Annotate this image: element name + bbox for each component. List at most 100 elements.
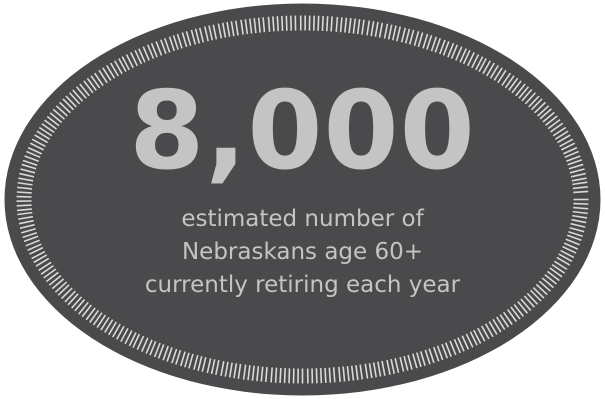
ring-tick <box>150 42 158 58</box>
ring-tick <box>48 274 62 286</box>
ring-tick <box>518 86 530 99</box>
ring-tick <box>412 353 418 369</box>
ring-tick <box>24 155 39 163</box>
ring-tick <box>98 69 108 84</box>
ring-tick <box>17 215 34 220</box>
ring-tick <box>121 56 130 71</box>
ring-tick <box>46 115 60 127</box>
ring-tick <box>153 342 161 358</box>
ring-tick <box>102 67 112 81</box>
ring-tick <box>130 52 139 67</box>
ring-tick <box>71 296 83 309</box>
ring-tick <box>544 274 558 285</box>
ring-tick <box>535 283 548 296</box>
ring-tick <box>166 347 173 362</box>
badge-background <box>4 3 601 396</box>
ring-tick <box>386 359 391 375</box>
ring-tick <box>22 159 38 167</box>
ring-tick <box>335 16 339 32</box>
ring-tick <box>108 321 118 336</box>
ring-tick <box>172 35 179 50</box>
ring-tick <box>569 168 585 174</box>
ring-tick <box>342 366 346 382</box>
ring-tick <box>439 39 446 55</box>
ring-tick <box>19 172 35 178</box>
ring-tick <box>262 17 266 33</box>
ring-tick <box>168 36 176 52</box>
ring-tick <box>459 48 467 63</box>
ring-tick <box>534 101 546 114</box>
ring-tick <box>244 19 249 35</box>
ring-tick <box>457 337 465 352</box>
ring-tick <box>552 126 567 137</box>
ring-tick <box>228 362 233 378</box>
ring-tick <box>520 298 532 311</box>
ring-tick <box>260 366 264 382</box>
ring-tick <box>332 367 336 383</box>
ring-tick <box>22 231 38 239</box>
ring-tick <box>499 314 510 328</box>
ring-tick <box>489 64 499 79</box>
ring-tick <box>541 277 555 289</box>
ring-tick <box>201 357 207 373</box>
ring-tick <box>206 358 212 374</box>
ring-tick <box>198 27 205 43</box>
ring-tick <box>64 290 76 303</box>
ring-tick <box>356 19 361 35</box>
ring-tick <box>21 163 37 170</box>
ring-tick <box>145 339 153 354</box>
ring-tick <box>551 264 566 274</box>
ring-tick <box>72 89 84 102</box>
ring-tick <box>488 321 498 335</box>
ring-tick <box>141 337 149 353</box>
ring-tick <box>572 181 588 186</box>
ring-tick <box>568 230 583 238</box>
ring-tick <box>449 340 457 356</box>
ring-tick <box>74 298 86 312</box>
ring-tick <box>257 17 261 33</box>
ring-tick <box>364 363 369 379</box>
ring-tick <box>504 75 515 89</box>
ring-tick <box>17 186 33 190</box>
ring-tick <box>162 345 169 361</box>
ring-tick <box>537 105 550 117</box>
ring-tick <box>352 18 357 34</box>
ring-tick <box>545 115 558 126</box>
ring-tick <box>493 67 503 81</box>
ring-tick <box>404 28 411 44</box>
ring-tick <box>79 83 90 97</box>
ring-tick <box>106 64 116 79</box>
ring-tick <box>221 22 227 38</box>
ring-tick <box>190 29 197 45</box>
ring-tick <box>43 268 57 279</box>
ring-tick <box>248 18 253 34</box>
ring-tick <box>478 58 487 73</box>
caption-line-3: currently retiring each year <box>144 272 461 298</box>
ring-tick <box>572 214 588 219</box>
ring-tick <box>68 92 81 105</box>
ring-tick <box>197 356 203 371</box>
ring-tick <box>387 24 393 40</box>
ring-tick <box>234 20 239 36</box>
ring-tick <box>23 235 39 243</box>
ring-tick <box>215 359 220 376</box>
ring-tick <box>480 325 490 340</box>
ring-tick <box>41 123 55 134</box>
ring-tick <box>149 340 157 356</box>
ring-tick <box>75 86 87 99</box>
ring-tick <box>128 332 137 347</box>
ring-tick <box>83 80 94 94</box>
ring-tick <box>372 362 378 378</box>
ring-tick <box>436 345 444 361</box>
ring-tick <box>111 323 121 338</box>
ring-tick <box>65 95 77 108</box>
ring-tick <box>59 101 71 114</box>
ring-tick <box>573 190 589 194</box>
ring-tick <box>247 365 251 381</box>
ring-tick <box>515 83 526 97</box>
ring-tick <box>44 119 58 130</box>
ring-tick <box>134 49 143 65</box>
ring-tick <box>381 360 386 376</box>
ring-tick <box>419 351 426 366</box>
